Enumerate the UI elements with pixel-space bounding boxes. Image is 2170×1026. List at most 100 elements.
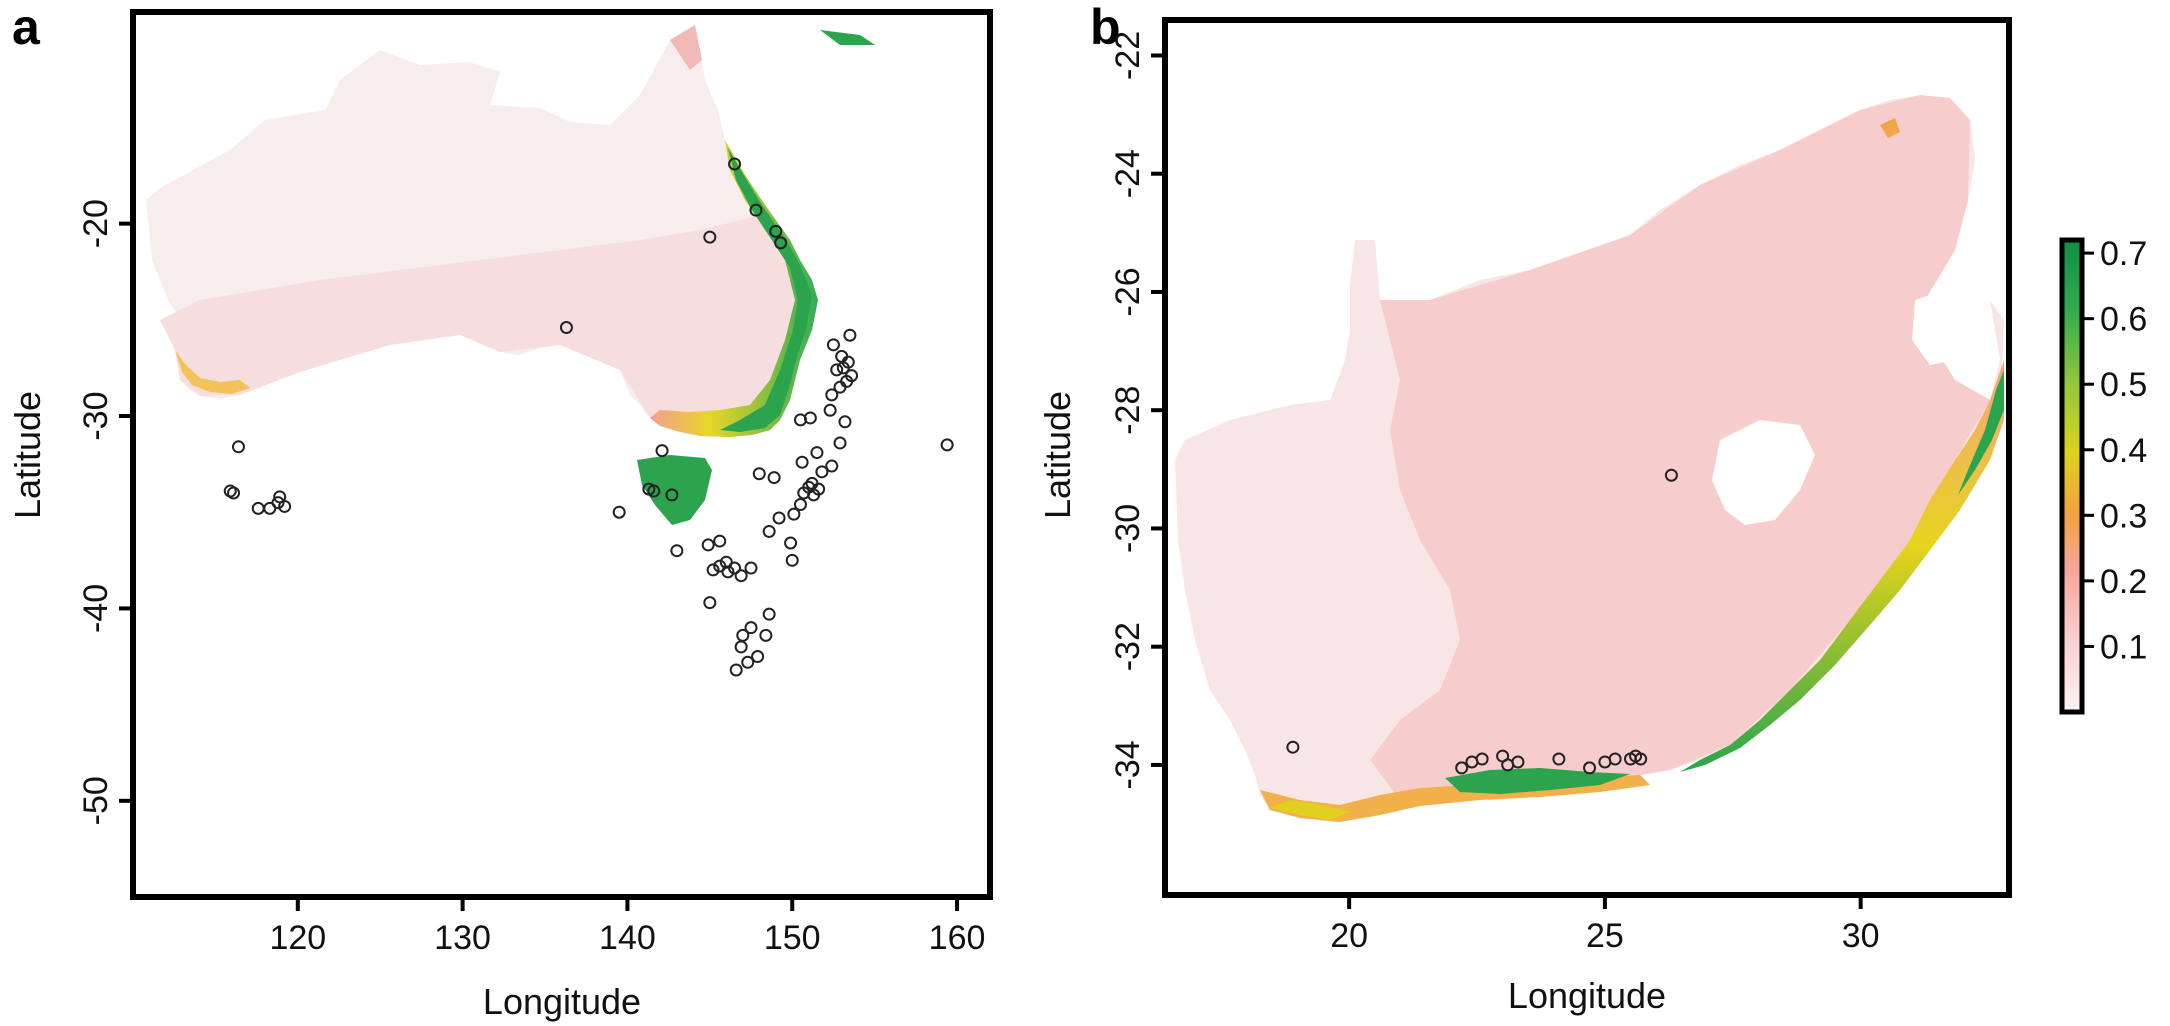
south-africa-south-green — [1445, 768, 1630, 794]
occurrence-point — [721, 565, 735, 579]
x-tick-label-a: 120 — [269, 919, 326, 957]
occurrence-point — [810, 446, 824, 460]
occurrence-point — [728, 157, 742, 171]
occurrence-points-b — [1286, 468, 1678, 775]
occurrence-point — [741, 655, 755, 669]
occurrence-point — [833, 380, 847, 394]
south-africa-green-core — [1958, 370, 2004, 495]
occurrence-point — [825, 388, 839, 402]
occurrence-point — [759, 628, 773, 642]
cape-york-tip — [670, 25, 702, 70]
occurrence-point — [793, 498, 807, 512]
y-tick-label-b: -34 — [1109, 740, 1147, 789]
occurrence-points-a — [223, 157, 954, 677]
eswatini-enclave — [1912, 290, 1960, 365]
x-axis-title-a: Longitude — [483, 981, 641, 1022]
occurrence-point — [823, 403, 837, 417]
occurrence-point — [1664, 468, 1678, 482]
y-tick-label-b: -32 — [1109, 622, 1147, 671]
occurrence-point — [1608, 752, 1622, 766]
plot-frame-b — [1162, 17, 2012, 898]
y-axis-title-a: Latitude — [7, 391, 48, 519]
australia-inland-wash — [160, 215, 810, 436]
australia-southwest-band — [175, 350, 250, 394]
south-africa-northeast-patch — [1880, 118, 1900, 138]
x-tick-label-b: 25 — [1586, 917, 1624, 955]
occurrence-point — [836, 361, 850, 375]
colorbar: 0.7 0.6 0.5 0.4 0.3 0.2 0.1 — [2059, 235, 2147, 715]
occurrence-point — [559, 321, 573, 335]
occurrence-point — [670, 544, 684, 558]
y-tick-label-a: -30 — [77, 391, 115, 440]
occurrence-point — [803, 411, 817, 425]
occurrence-point — [826, 338, 840, 352]
occurrence-point — [1455, 761, 1469, 775]
colorbar-tick-label: 0.2 — [2100, 563, 2147, 601]
y-tick-label-a: -40 — [77, 584, 115, 633]
x-axis-b: 20 25 30 — [1330, 895, 1880, 955]
australia-green-core — [720, 148, 812, 432]
occurrence-point — [769, 224, 783, 238]
occurrence-point — [271, 496, 285, 510]
occurrence-point — [774, 236, 788, 250]
occurrence-point — [1475, 752, 1489, 766]
lesotho-enclave — [1712, 420, 1815, 525]
occurrence-point — [744, 561, 758, 575]
occurrence-point — [1583, 761, 1597, 775]
y-tick-label-a: -20 — [77, 199, 115, 248]
occurrence-point — [785, 553, 799, 567]
panel-letter-b: b — [1090, 0, 1121, 55]
panel-b: b 20 25 30 -22 -24 -26 -28 -30 -32 -34 Longitude… — [1037, 0, 2012, 1016]
occurrence-point — [767, 471, 781, 485]
occurrence-point — [772, 511, 786, 525]
occurrence-point — [752, 467, 766, 481]
occurrence-point — [795, 455, 809, 469]
y-tick-label-b: -22 — [1109, 31, 1147, 80]
x-axis-a: 120 130 140 150 160 — [269, 897, 985, 957]
colorbar-tick-label: 0.5 — [2100, 366, 2147, 404]
colorbar-tick-label: 0.3 — [2100, 497, 2147, 535]
occurrence-point — [665, 488, 679, 502]
x-tick-label-b: 30 — [1842, 917, 1880, 955]
occurrence-point — [1286, 740, 1300, 754]
occurrence-point — [227, 486, 241, 500]
colorbar-tick-label: 0.6 — [2100, 301, 2147, 339]
occurrence-point — [843, 328, 857, 342]
occurrence-point — [655, 444, 669, 458]
occurrence-point — [713, 534, 727, 548]
occurrence-point — [940, 438, 954, 452]
occurrence-point — [815, 465, 829, 479]
colorbar-ticks: 0.7 0.6 0.5 0.4 0.3 0.2 0.1 — [2084, 235, 2147, 666]
y-axis-a: -20 -30 -40 -50 — [77, 199, 133, 825]
colorbar-tick-label: 0.1 — [2100, 628, 2147, 666]
occurrence-point — [762, 524, 776, 538]
occurrence-point — [251, 501, 265, 515]
occurrence-point — [838, 415, 852, 429]
panel-letter-a: a — [12, 0, 41, 55]
plot-frame-a — [130, 9, 993, 900]
occurrence-point — [830, 363, 844, 377]
colorbar-tick-label: 0.7 — [2100, 235, 2147, 273]
occurrence-point — [703, 596, 717, 610]
y-tick-label-b: -24 — [1109, 149, 1147, 198]
occurrence-point — [612, 505, 626, 519]
x-tick-label-a: 150 — [764, 919, 821, 957]
australia-north-islands — [820, 30, 875, 45]
occurrence-point — [278, 499, 292, 513]
map-south-africa — [1175, 95, 2004, 822]
colorbar-gradient — [2059, 237, 2085, 715]
occurrence-point — [647, 484, 661, 498]
occurrence-point — [751, 650, 765, 664]
occurrence-point — [729, 663, 743, 677]
occurrence-point — [734, 640, 748, 654]
occurrence-point — [825, 459, 839, 473]
map-australia — [146, 25, 875, 525]
y-tick-label-a: -50 — [77, 776, 115, 825]
y-axis-b: -22 -24 -26 -28 -30 -32 -34 — [1109, 31, 1165, 790]
occurrence-point — [762, 607, 776, 621]
y-axis-title-b: Latitude — [1037, 391, 1078, 519]
occurrence-point — [833, 436, 847, 450]
south-africa-west-yellow — [1270, 800, 1350, 820]
panel-a: a 120 130 140 150 160 -20 -30 -40 -50 Longitude… — [7, 0, 993, 1022]
